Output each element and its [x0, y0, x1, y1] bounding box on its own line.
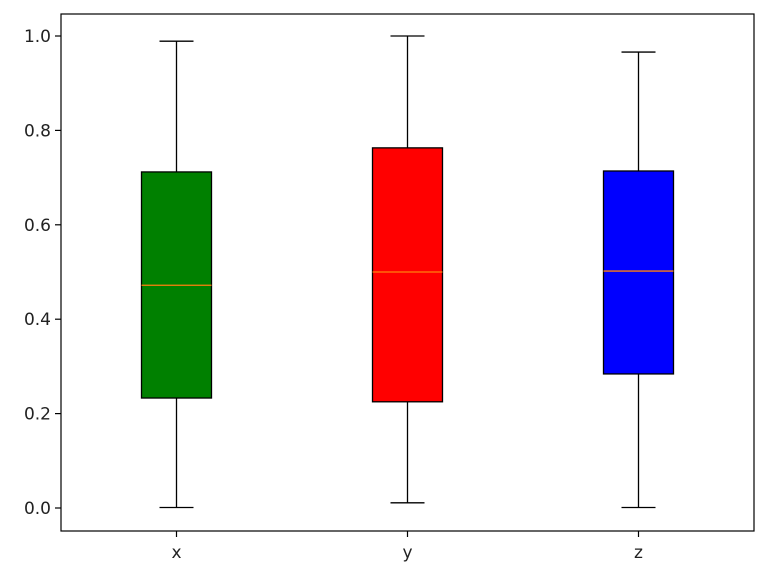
y-tick-label: 1.0: [24, 27, 51, 47]
x-tick-label: x: [171, 543, 181, 563]
y-tick-label: 0.4: [24, 310, 51, 330]
y-tick-label: 0.2: [24, 405, 51, 425]
x-tick-label: y: [402, 543, 412, 563]
y-tick-label: 0.6: [24, 216, 51, 236]
box-y: [371, 147, 444, 403]
box-z: [602, 170, 675, 375]
y-tick-label: 0.8: [24, 121, 51, 141]
y-tick-label: 0.0: [24, 499, 51, 519]
x-tick-label: z: [634, 543, 643, 563]
